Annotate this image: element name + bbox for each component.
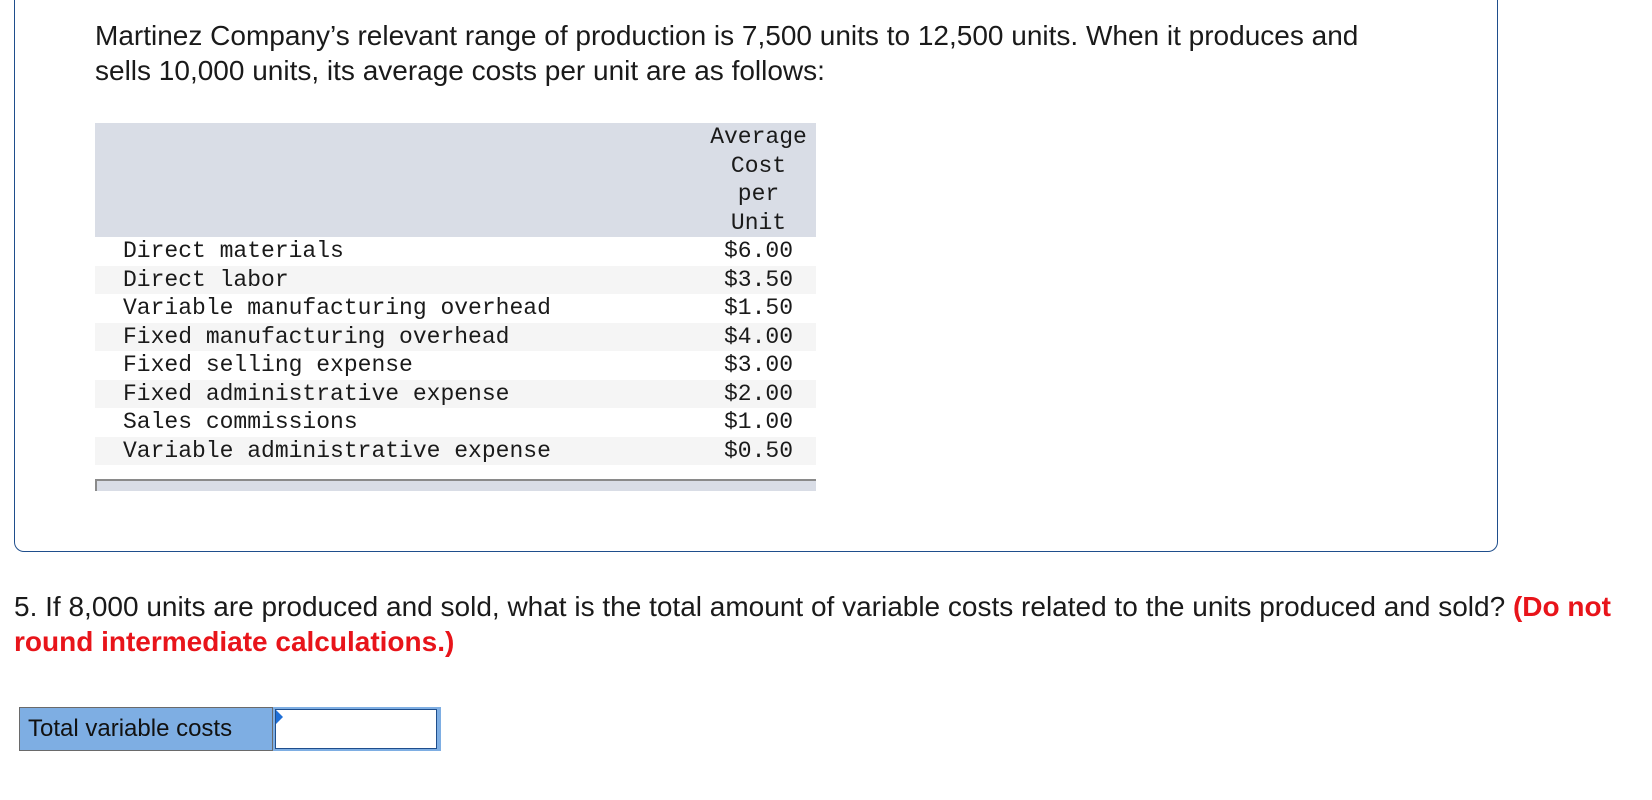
row-value: $2.00 [701,379,816,408]
problem-panel [14,0,1498,552]
row-value: $1.00 [723,409,793,435]
header-item-column [95,123,701,237]
cost-table: Average Cost per Unit Direct materials $… [95,123,816,465]
header-line: Cost [730,152,787,179]
table-footer-bar [95,479,816,491]
table-row: Direct labor $3.50 [95,265,816,294]
row-item: Fixed manufacturing overhead [95,322,701,351]
table-row: Variable administrative expense $0.50 [95,436,816,465]
row-item: Direct labor [95,265,701,294]
row-value: $6.00 [723,238,793,264]
answer-row: Total variable costs [19,707,441,751]
row-value: $3.50 [701,265,816,294]
table-row: Fixed manufacturing overhead $4.00 [95,322,816,351]
row-value: $0.50 [701,436,816,465]
table-header-row: Average Cost per Unit [95,123,816,237]
answer-input-wrapper [273,707,441,751]
table-row: Fixed selling expense $3.00 [95,351,816,380]
answer-label: Total variable costs [19,707,273,751]
row-value: $1.50 [723,295,793,321]
total-variable-costs-input[interactable] [275,709,437,749]
header-average-cost-per-unit: Average Cost per Unit [701,123,816,237]
table-row: Sales commissions $1.00 [95,408,816,437]
problem-intro: Martinez Company’s relevant range of pro… [95,20,1359,86]
question-warning: (Do not round intermediate calculations.… [14,591,1611,657]
table-row: Variable manufacturing overhead $1.50 [95,294,816,323]
question-text: 5. If 8,000 units are produced and sold,… [14,589,1644,659]
row-item: Fixed selling expense [123,352,413,378]
header-line: Unit [730,209,787,236]
header-line: per [737,181,780,207]
row-item: Variable manufacturing overhead [123,295,551,321]
corner-marker-icon [276,710,290,724]
row-item: Variable administrative expense [95,436,701,465]
table-row: Fixed administrative expense $2.00 [95,379,816,408]
row-item: Sales commissions [123,409,358,435]
row-value: $3.00 [723,352,793,378]
question-body: 5. If 8,000 units are produced and sold,… [14,591,1506,622]
row-value: $4.00 [701,322,816,351]
row-item: Direct materials [123,238,344,264]
row-item: Fixed administrative expense [95,379,701,408]
header-line: Average [710,124,807,150]
table-row: Direct materials $6.00 [95,237,816,266]
